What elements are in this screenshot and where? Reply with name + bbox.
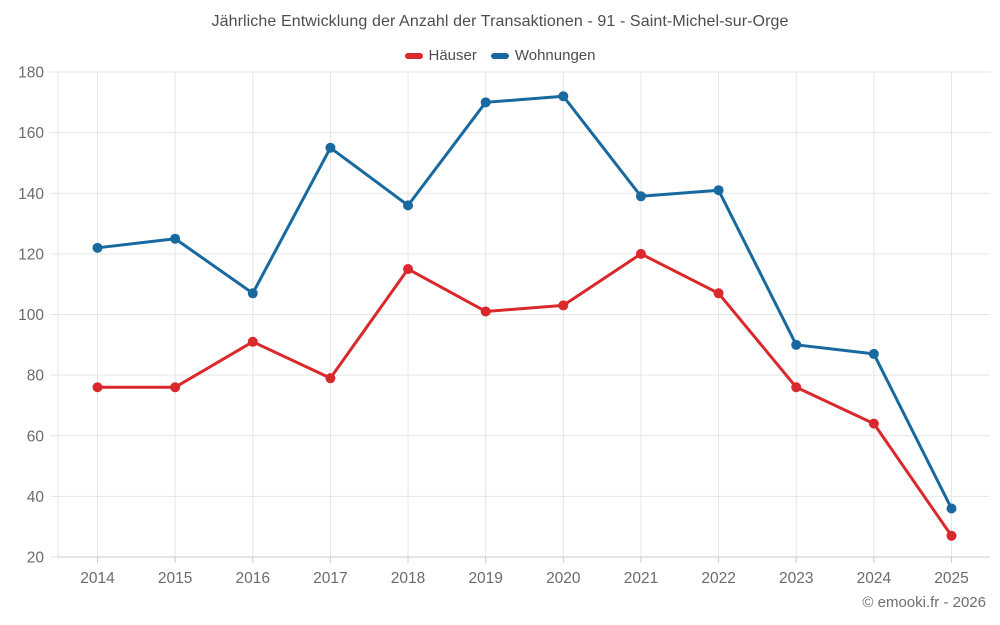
data-point-wohnungen-2017[interactable] [325,142,336,153]
copyright-credit: © emooki.fr - 2026 [862,594,986,611]
data-point-wohnungen-2015[interactable] [170,233,181,244]
data-point-häuser-2022[interactable] [713,288,724,299]
x-axis-label: 2023 [779,570,813,587]
y-axis-label: 180 [18,65,44,82]
x-axis-label: 2018 [391,570,425,587]
legend-item-wohnungen[interactable]: Wohnungen [490,47,596,64]
x-axis-label: 2015 [158,570,192,587]
y-axis-label: 100 [18,307,44,324]
x-axis-label: 2025 [934,570,968,587]
data-point-wohnungen-2023[interactable] [791,339,802,350]
data-point-häuser-2023[interactable] [791,382,802,393]
data-point-wohnungen-2016[interactable] [247,288,258,299]
data-point-häuser-2025[interactable] [946,530,957,541]
x-axis-label: 2016 [236,570,270,587]
x-axis-label: 2019 [468,570,502,587]
y-axis-label: 120 [18,246,44,263]
y-axis-label: 60 [27,428,45,445]
data-point-häuser-2017[interactable] [325,373,336,384]
data-point-häuser-2024[interactable] [868,418,879,429]
data-point-häuser-2016[interactable] [247,336,258,347]
data-point-wohnungen-2020[interactable] [558,91,569,102]
data-point-häuser-2019[interactable] [480,306,491,317]
x-axis-label: 2020 [546,570,581,587]
legend-swatch-haeuser-icon [404,52,423,59]
y-axis-label: 160 [18,125,44,142]
legend-swatch-wohnungen-icon [490,52,509,59]
series-line-häuser [96,252,953,538]
data-point-wohnungen-2024[interactable] [868,348,879,359]
data-point-wohnungen-2025[interactable] [946,503,957,514]
y-axis-label: 140 [18,186,44,203]
x-axis-label: 2022 [701,570,735,587]
data-point-häuser-2021[interactable] [635,248,646,259]
legend-item-haeuser[interactable]: Häuser [404,47,477,64]
data-point-wohnungen-2021[interactable] [635,191,646,202]
legend-label-haeuser: Häuser [428,47,477,64]
y-axis-label: 20 [27,550,45,567]
legend: Häuser Wohnungen [0,47,1000,64]
y-axis-label: 40 [27,489,45,506]
data-point-häuser-2018[interactable] [403,264,414,275]
data-point-häuser-2014[interactable] [92,382,103,393]
x-axis-label: 2014 [80,570,115,587]
x-axis-label: 2024 [857,570,892,587]
data-point-häuser-2015[interactable] [170,382,181,393]
data-point-wohnungen-2022[interactable] [713,185,724,196]
data-point-wohnungen-2019[interactable] [480,97,491,108]
legend-label-wohnungen: Wohnungen [514,47,596,64]
x-axis-label: 2017 [313,570,347,587]
chart-title: Jährliche Entwicklung der Anzahl der Tra… [211,13,789,30]
data-point-wohnungen-2018[interactable] [403,200,414,211]
series-line-wohnungen [96,94,953,510]
data-point-häuser-2020[interactable] [558,300,569,311]
data-point-wohnungen-2014[interactable] [92,242,103,253]
x-axis-label: 2021 [624,570,658,587]
y-axis-label: 80 [27,368,45,385]
